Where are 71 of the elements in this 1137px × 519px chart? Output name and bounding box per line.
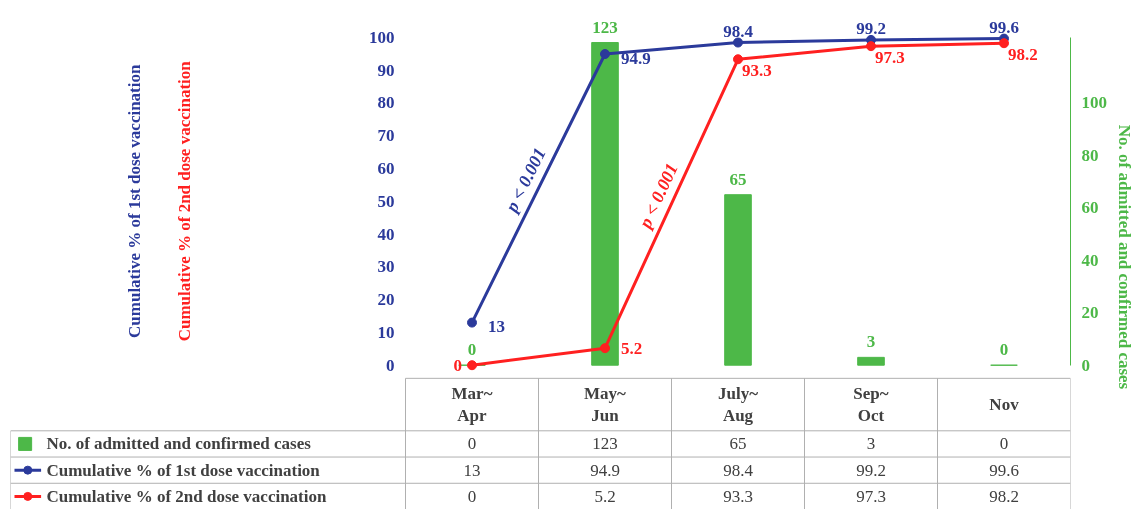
data-label: 3 — [866, 332, 876, 352]
y2-tick-label: 100 — [1081, 93, 1107, 113]
y-tick-label: 50 — [377, 191, 395, 211]
x-tick-label: Nov — [989, 395, 1020, 415]
point — [999, 38, 1009, 49]
legend-label: Cumulative % of 1st dose vaccination — [46, 460, 321, 480]
text: 98.2 — [989, 486, 1019, 506]
y-tick-label: 20 — [377, 290, 395, 310]
data-label: 94.9 — [621, 48, 651, 68]
text: Cumulative % of 2nd dose vaccination — [175, 60, 195, 342]
data-label: 13 — [488, 317, 505, 337]
y2-tick-label: 20 — [1081, 303, 1099, 323]
data-label: 97.3 — [875, 48, 905, 68]
point — [600, 343, 610, 354]
data-label: 98.4 — [723, 21, 754, 41]
text: 94.9 — [590, 460, 620, 480]
text: 13 — [463, 460, 481, 480]
data-label: 0 — [999, 340, 1009, 360]
y2-tick-label: 0 — [1081, 355, 1090, 375]
y2-axis-title: No. of admitted and confirmed cases — [1115, 124, 1134, 390]
data-label: 0 — [467, 340, 477, 360]
point — [733, 54, 743, 65]
data-label: 98.2 — [1008, 45, 1038, 65]
y2-tick-label: 40 — [1081, 250, 1099, 270]
y-tick-label: 40 — [377, 224, 395, 244]
y-tick-label: 0 — [386, 355, 395, 375]
y-tick-label: 60 — [377, 158, 395, 178]
data-label: 99.6 — [989, 17, 1019, 37]
text: 65 — [729, 434, 747, 454]
text: 99.2 — [856, 460, 886, 480]
y2-tick-label: 60 — [1081, 198, 1099, 218]
y-tick-label: 30 — [377, 257, 395, 277]
data-label: 93.3 — [742, 61, 772, 81]
x-tick-label: Sep~ Oct — [853, 383, 889, 426]
data-label: 65 — [729, 169, 747, 189]
text: 97.3 — [856, 486, 886, 506]
data-label: 0 — [453, 355, 462, 375]
x-tick-label: July~ Aug — [717, 383, 759, 426]
text: 93.3 — [723, 486, 753, 506]
text: 123 — [592, 434, 618, 454]
text: Cumulative % of 1st dose vaccination — [124, 64, 144, 338]
y2-tick-label: 80 — [1081, 145, 1099, 165]
legend-label: Cumulative % of 2nd dose vaccination — [46, 486, 327, 506]
y-tick-label: 90 — [377, 60, 395, 80]
bar — [724, 194, 752, 366]
bar — [591, 42, 619, 366]
text: 99.6 — [989, 460, 1019, 480]
x-tick-label: May~ Jun — [584, 383, 627, 426]
data-label: 5.2 — [621, 338, 643, 358]
y-tick-label: 100 — [369, 27, 395, 47]
text: 0 — [467, 434, 477, 454]
legend-label: No. of admitted and confirmed cases — [46, 434, 312, 454]
text: 5.2 — [594, 486, 616, 506]
x-tick-label: Mar~ Apr — [451, 383, 493, 426]
annotation: p < 0.001 — [634, 160, 682, 233]
text: 0 — [999, 434, 1009, 454]
bar — [857, 356, 885, 366]
data-label: 99.2 — [856, 18, 886, 38]
point — [600, 49, 610, 60]
text: 98.4 — [723, 460, 754, 480]
text: 0 — [467, 486, 477, 506]
point — [733, 37, 743, 48]
point — [866, 41, 876, 52]
y-tick-label: 80 — [377, 93, 395, 113]
text: 3 — [866, 434, 876, 454]
y-tick-label: 70 — [377, 126, 395, 146]
annotation: p < 0.001 — [500, 144, 550, 217]
data-label: 123 — [592, 17, 618, 37]
y-tick-label: 10 — [377, 322, 395, 342]
point — [467, 360, 477, 371]
point — [467, 317, 477, 328]
